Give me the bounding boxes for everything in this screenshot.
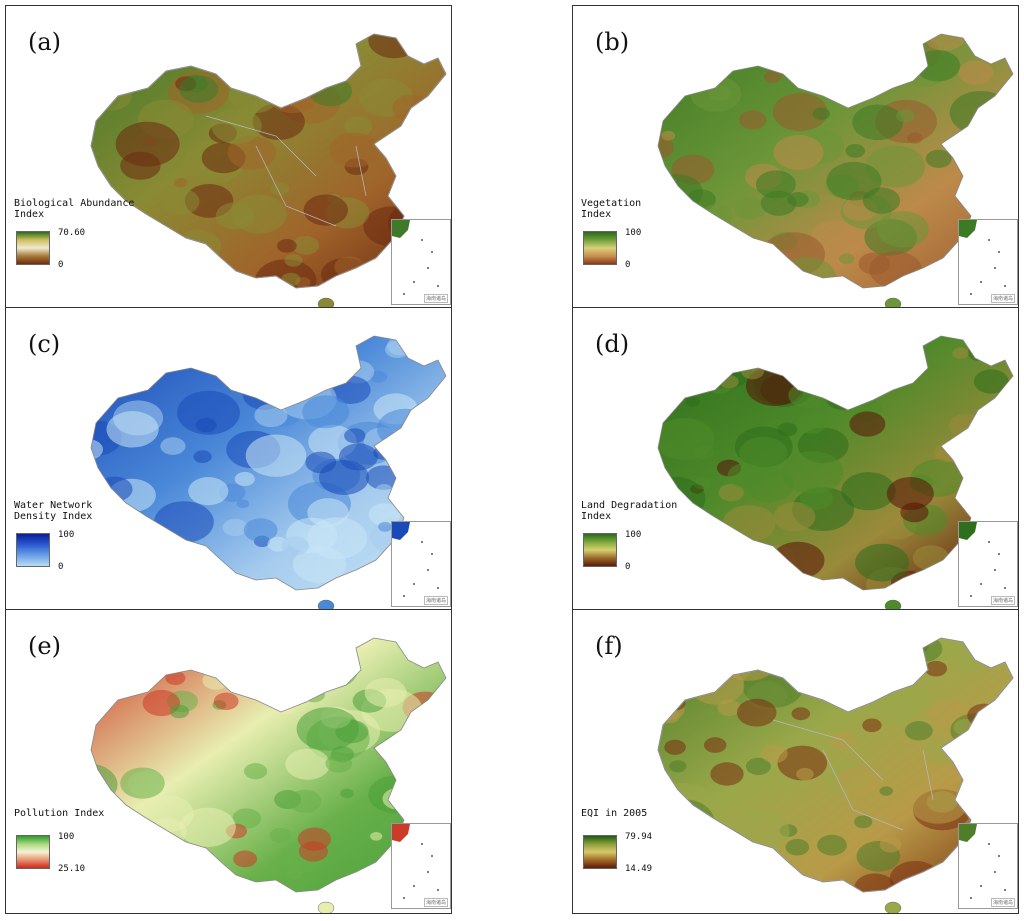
inset-islands-c: [392, 522, 439, 597]
legend-min-d: 0: [625, 562, 631, 572]
legend-colorbar-e: [16, 835, 50, 869]
inset-map-b: 海南诸岛: [958, 219, 1018, 305]
inset-islands-e: [392, 824, 439, 899]
map-panel-a: (a) Biological Abundance Index 70.60 0 海南诸岛: [5, 5, 452, 308]
legend-min-c: 0: [58, 562, 64, 572]
legend-max-e: 100: [58, 832, 75, 842]
inset-caption-a: 海南诸岛: [423, 294, 448, 303]
legend-title-e: Pollution Index: [14, 808, 105, 819]
inset-map-f: 海南诸岛: [958, 823, 1018, 909]
map-c: [90, 335, 447, 609]
panel-label-b: (b): [595, 28, 630, 56]
panel-label-d: (d): [595, 330, 630, 358]
legend-max-d: 100: [625, 530, 642, 540]
legend-max-a: 70.60: [58, 228, 86, 238]
legend-title-b: Vegetation Index: [581, 198, 642, 220]
legend-colorbar-f: [583, 835, 617, 869]
inset-map-e: 海南诸岛: [391, 823, 451, 909]
inset-map-a: 海南诸岛: [391, 219, 451, 305]
inset-map-d: 海南诸岛: [958, 521, 1018, 607]
map-b: [657, 33, 1014, 307]
inset-map-c: 海南诸岛: [391, 521, 451, 607]
legend-title-c: Water Network Density Index: [14, 500, 93, 522]
legend-colorbar-c: [16, 533, 50, 567]
legend-min-f: 14.49: [625, 864, 653, 874]
inset-caption-c: 海南诸岛: [423, 596, 448, 605]
map-d: [657, 335, 1014, 609]
map-f: [657, 637, 1014, 913]
inset-islands-a: [392, 220, 439, 295]
legend-title-f: EQI in 2005: [581, 808, 648, 819]
map-panel-d: (d) Land Degradation Index 100 0 海南诸岛: [572, 307, 1019, 610]
inset-caption-d: 海南诸岛: [990, 596, 1015, 605]
map-panel-c: (c) Water Network Density Index 100 0 海南诸岛: [5, 307, 452, 610]
legend-max-f: 79.94: [625, 832, 653, 842]
map-panel-e: (e) Pollution Index 100 25.10 海南诸岛: [5, 609, 452, 914]
inset-caption-b: 海南诸岛: [990, 294, 1015, 303]
inset-islands-b: [959, 220, 1006, 295]
map-panel-f: (f) EQI in 2005 79.94 14.49 海南诸岛: [572, 609, 1019, 914]
panel-label-c: (c): [28, 330, 61, 358]
legend-title-a: Biological Abundance Index: [14, 198, 135, 220]
legend-colorbar-d: [583, 533, 617, 567]
legend-colorbar-b: [583, 231, 617, 265]
inset-caption-f: 海南诸岛: [990, 898, 1015, 907]
legend-min-a: 0: [58, 260, 64, 270]
inset-caption-e: 海南诸岛: [423, 898, 448, 907]
legend-min-b: 0: [625, 260, 631, 270]
panel-label-a: (a): [28, 28, 62, 56]
inset-islands-f: [959, 824, 1006, 899]
panel-label-e: (e): [28, 632, 61, 660]
panel-label-f: (f): [595, 632, 623, 660]
legend-title-d: Land Degradation Index: [581, 500, 678, 522]
legend-max-b: 100: [625, 228, 642, 238]
map-a: [90, 33, 447, 307]
legend-max-c: 100: [58, 530, 75, 540]
map-panel-b: (b) Vegetation Index 100 0 海南诸岛: [572, 5, 1019, 308]
inset-islands-d: [959, 522, 1006, 597]
legend-min-e: 25.10: [58, 864, 86, 874]
legend-colorbar-a: [16, 231, 50, 265]
